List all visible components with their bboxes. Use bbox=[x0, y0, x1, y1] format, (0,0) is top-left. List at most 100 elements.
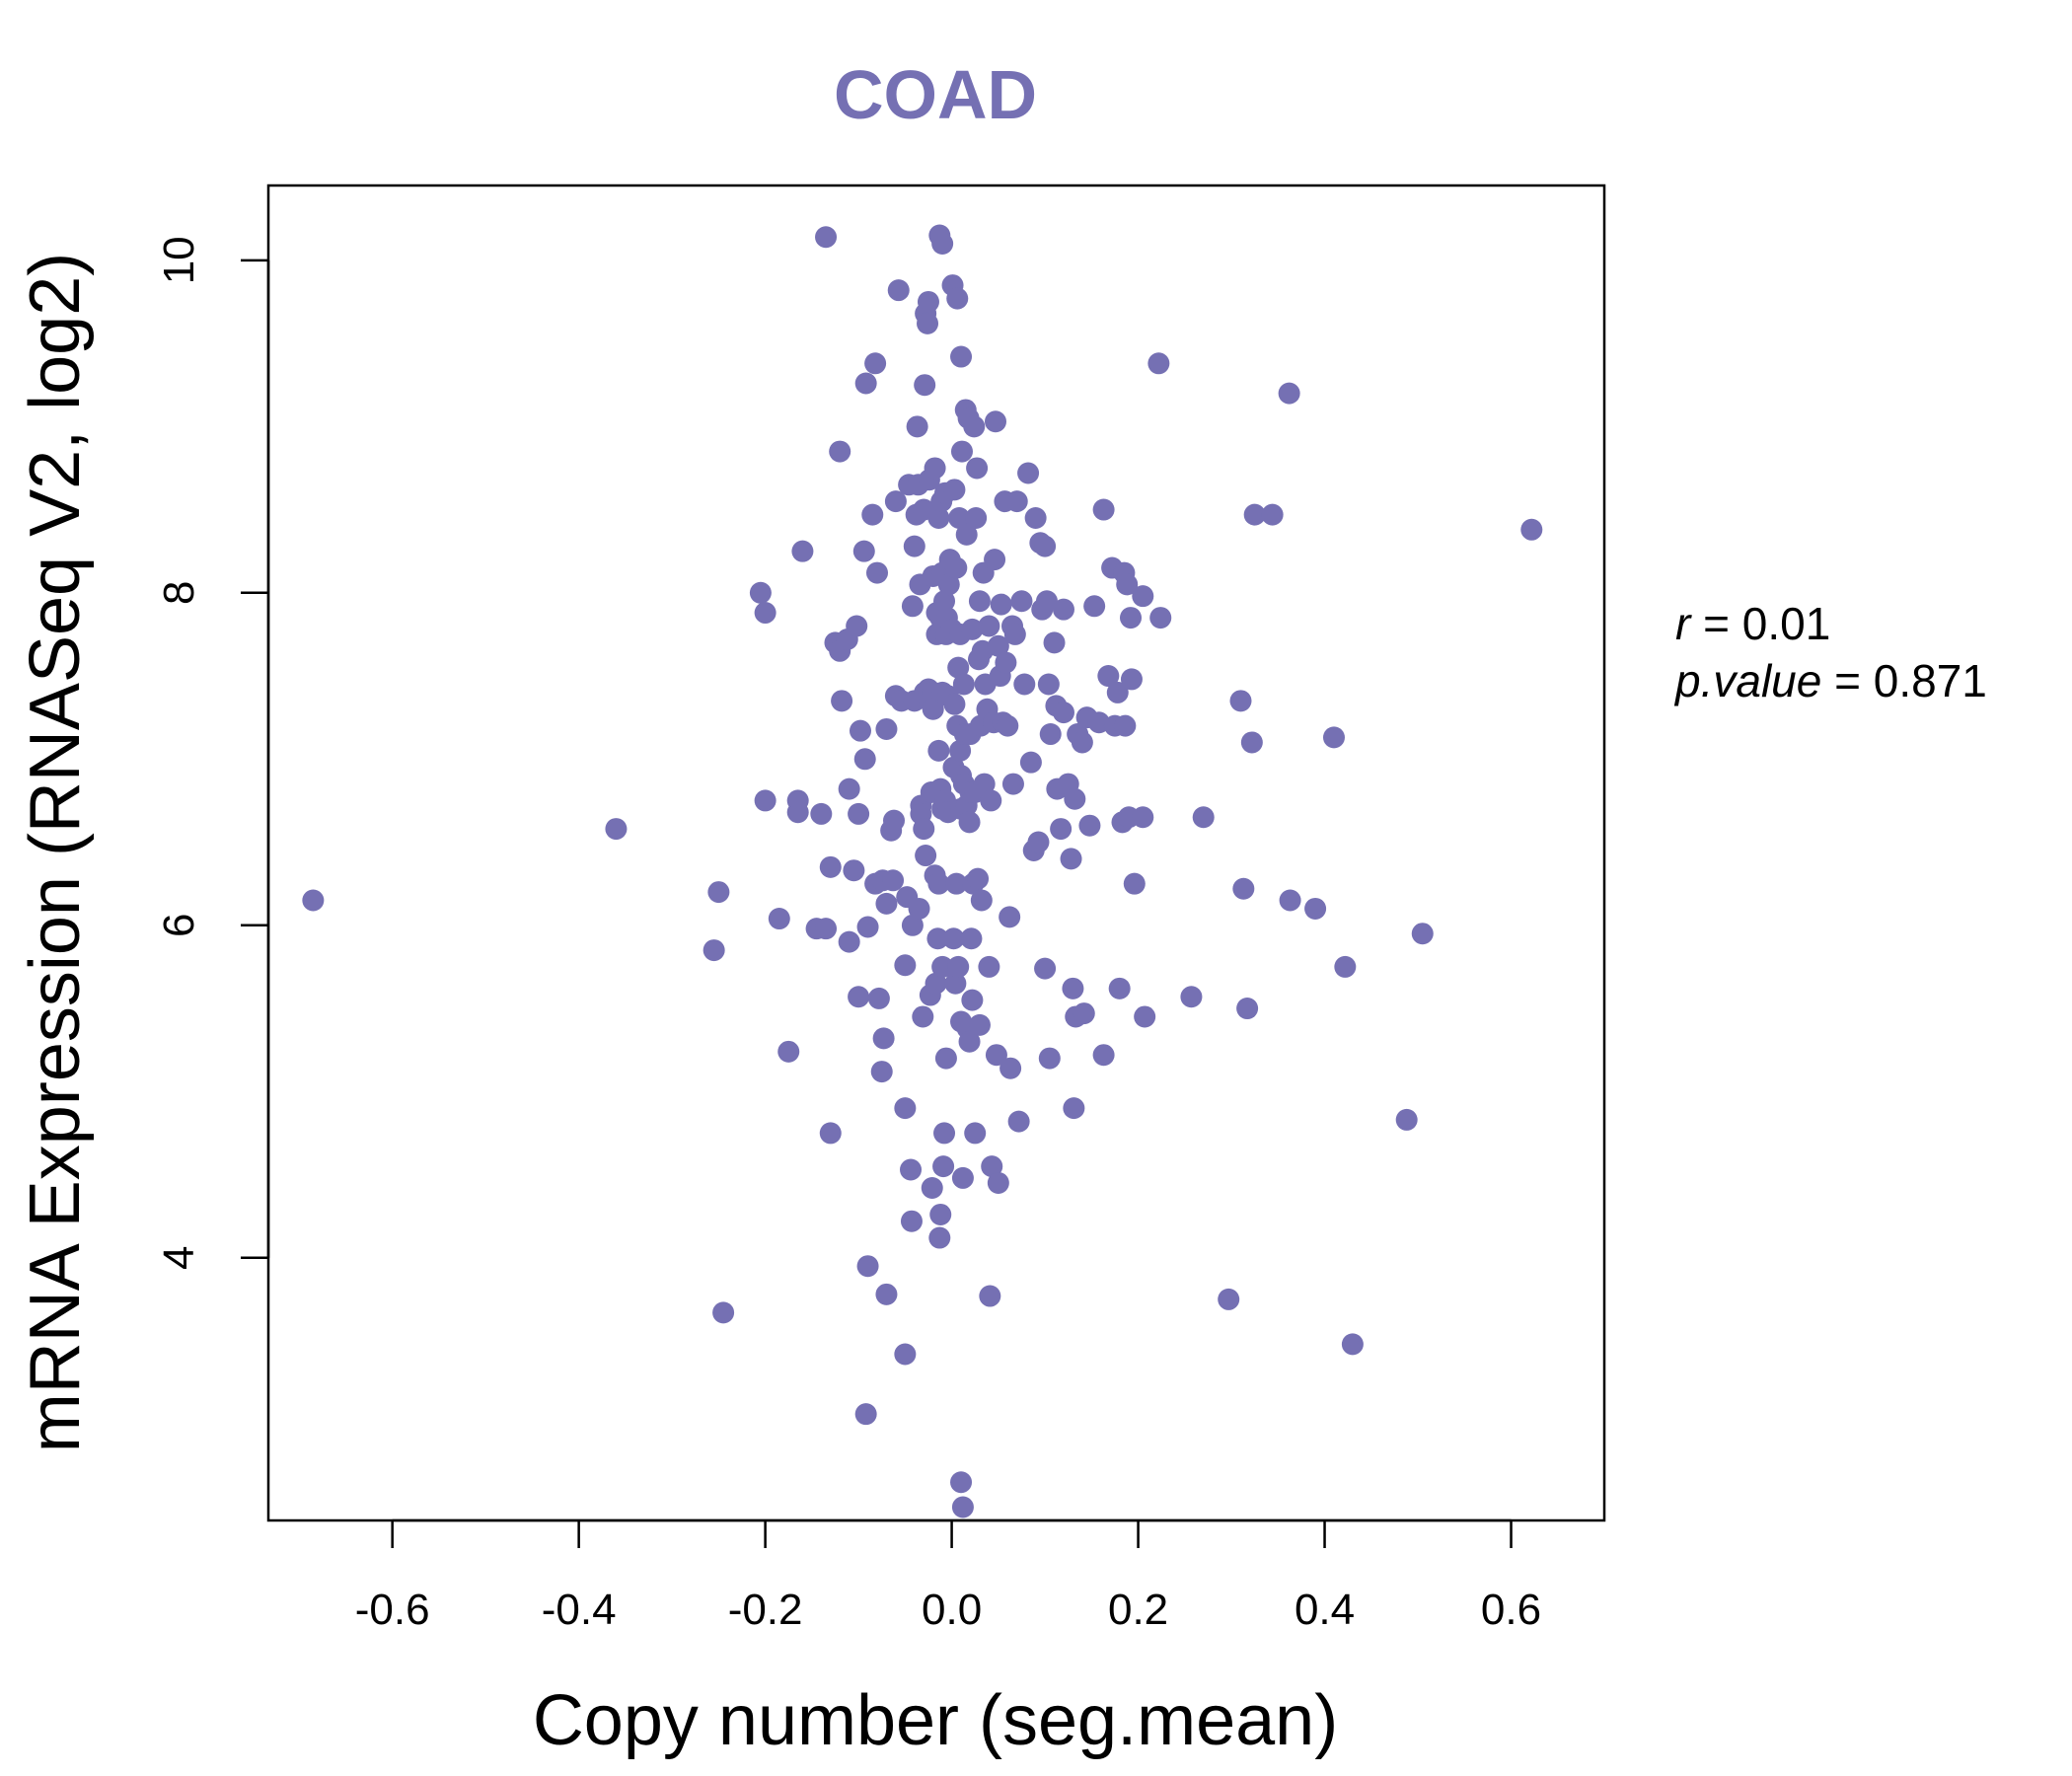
data-point bbox=[1083, 595, 1106, 618]
data-point bbox=[1038, 1047, 1061, 1070]
data-point bbox=[894, 1097, 917, 1120]
x-tick-label: -0.2 bbox=[728, 1586, 803, 1634]
data-point bbox=[946, 287, 969, 310]
data-point bbox=[861, 503, 884, 526]
data-point bbox=[985, 1044, 1007, 1067]
chart-title: COAD bbox=[834, 56, 1037, 133]
data-point bbox=[1132, 806, 1154, 829]
data-point bbox=[924, 457, 946, 480]
data-point bbox=[901, 595, 924, 618]
data-point bbox=[932, 1155, 955, 1178]
data-point bbox=[955, 523, 978, 546]
data-point bbox=[1034, 957, 1057, 980]
data-point bbox=[1243, 503, 1266, 526]
data-point bbox=[984, 410, 1006, 433]
x-axis: -0.6 -0.4 -0.2 0.0 0.2 0.4 0.6 bbox=[355, 1518, 1541, 1634]
data-point bbox=[927, 872, 950, 895]
data-point bbox=[1073, 1002, 1095, 1025]
data-point bbox=[1132, 585, 1154, 608]
data-point bbox=[927, 739, 950, 762]
data-point bbox=[966, 457, 989, 480]
data-point bbox=[887, 279, 910, 302]
data-point bbox=[926, 927, 949, 950]
data-point bbox=[978, 955, 1000, 978]
data-point bbox=[1027, 831, 1050, 853]
data-point bbox=[1134, 1005, 1156, 1028]
data-point bbox=[921, 1177, 943, 1200]
data-point bbox=[1520, 518, 1543, 541]
data-point bbox=[914, 374, 936, 397]
data-point bbox=[906, 415, 928, 438]
data-point bbox=[1304, 897, 1327, 920]
data-point bbox=[1108, 977, 1131, 999]
data-point bbox=[937, 573, 960, 596]
data-point bbox=[1341, 1333, 1364, 1356]
data-point bbox=[970, 889, 993, 912]
data-point bbox=[872, 1027, 895, 1050]
data-point bbox=[952, 673, 975, 696]
data-point bbox=[1039, 723, 1062, 746]
p-value-label: p.value bbox=[1673, 655, 1821, 706]
data-point bbox=[1278, 382, 1300, 405]
data-point bbox=[883, 809, 906, 832]
data-point bbox=[302, 889, 325, 912]
data-point bbox=[964, 1122, 987, 1145]
data-point bbox=[1240, 731, 1263, 754]
data-point bbox=[968, 1013, 991, 1036]
data-point bbox=[815, 918, 838, 940]
x-tick-label: 0.2 bbox=[1108, 1586, 1168, 1634]
data-point bbox=[958, 811, 981, 834]
data-point bbox=[1063, 1097, 1085, 1120]
data-point bbox=[980, 789, 1002, 812]
data-point bbox=[931, 232, 954, 255]
data-point bbox=[848, 802, 870, 825]
data-point bbox=[947, 656, 970, 679]
data-point bbox=[950, 440, 973, 463]
x-tick-label: 0.6 bbox=[1481, 1586, 1541, 1634]
data-point bbox=[912, 1005, 934, 1028]
data-point bbox=[1322, 726, 1345, 749]
data-point bbox=[943, 693, 966, 715]
data-point bbox=[894, 954, 917, 977]
data-point bbox=[944, 972, 967, 995]
data-point bbox=[1261, 503, 1284, 526]
data-point bbox=[1052, 702, 1074, 724]
p-value: 0.871 bbox=[1874, 655, 1987, 706]
data-point bbox=[965, 506, 988, 529]
data-point bbox=[951, 1166, 974, 1189]
r-value: 0.01 bbox=[1742, 598, 1831, 649]
data-point bbox=[945, 556, 968, 579]
data-point bbox=[856, 916, 879, 938]
x-tick-label: 0.4 bbox=[1295, 1586, 1355, 1634]
data-point bbox=[1092, 498, 1115, 521]
data-point bbox=[1064, 787, 1086, 810]
data-point bbox=[1334, 955, 1357, 978]
data-point bbox=[917, 312, 939, 334]
data-point bbox=[927, 506, 950, 529]
data-point bbox=[1062, 977, 1084, 999]
data-point bbox=[1106, 681, 1129, 703]
data-point bbox=[819, 855, 842, 878]
data-point bbox=[929, 1203, 952, 1225]
plot-area-frame bbox=[266, 184, 1606, 1522]
data-point bbox=[866, 561, 889, 584]
data-point bbox=[1017, 462, 1040, 484]
data-point bbox=[852, 540, 875, 562]
data-point bbox=[1097, 665, 1120, 688]
data-point bbox=[978, 615, 1000, 637]
data-points bbox=[302, 224, 1543, 1518]
data-point bbox=[933, 590, 956, 613]
data-point bbox=[984, 549, 1006, 571]
data-point bbox=[707, 881, 730, 904]
data-point bbox=[882, 869, 905, 892]
data-point bbox=[1411, 923, 1434, 945]
data-point bbox=[1149, 607, 1172, 629]
data-point bbox=[754, 602, 777, 625]
data-point bbox=[947, 955, 970, 978]
data-point bbox=[922, 698, 944, 720]
data-point bbox=[867, 987, 890, 1009]
data-point bbox=[831, 690, 853, 712]
data-point bbox=[1037, 673, 1060, 696]
data-point bbox=[950, 345, 973, 368]
